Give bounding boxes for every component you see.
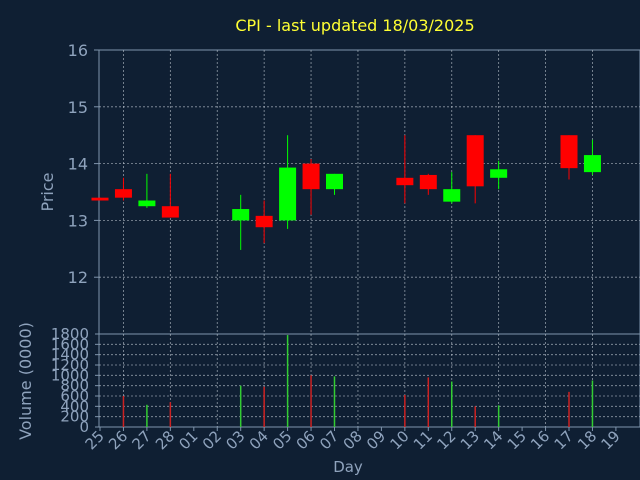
volume-bar: [286, 335, 289, 427]
candle-body: [443, 189, 461, 202]
volume-bar: [333, 376, 336, 427]
price-tick-label: 12: [68, 268, 88, 287]
volume-tick-label: 600: [60, 387, 89, 405]
volume-tick-label: 200: [60, 408, 89, 426]
volume-axis-label: Volume (0000): [16, 322, 35, 440]
volume-tick-label: 800: [60, 377, 89, 395]
volume-bar: [451, 381, 453, 427]
price-tick-label: 16: [68, 41, 88, 60]
candle-body: [279, 167, 297, 221]
price-tick-label: 15: [68, 98, 88, 117]
candle-body: [419, 174, 437, 190]
candle-body: [302, 163, 320, 190]
volume-bar-series: [122, 335, 594, 427]
candlestick-series: [91, 135, 601, 250]
candle-body: [138, 200, 156, 207]
volume-tick-label: 1800: [51, 325, 89, 343]
candle-body: [560, 135, 578, 169]
volume-bar: [568, 391, 570, 427]
volume-bar: [310, 375, 312, 427]
volume-bar: [146, 404, 148, 427]
volume-bar: [263, 386, 265, 427]
price-tick-label: 13: [68, 211, 88, 230]
volume-tick-label: 1000: [51, 366, 89, 384]
x-axis-label: Day: [333, 458, 363, 476]
volume-tick-label: 1600: [51, 335, 89, 353]
candle-body: [490, 169, 508, 178]
volume-bar: [497, 405, 500, 427]
candle-body: [114, 189, 132, 198]
candle-body: [583, 155, 601, 173]
price-axis-ticks: 12 13 14 15 16: [68, 41, 99, 287]
volume-tick-label: 1400: [51, 346, 89, 364]
candle-body: [326, 173, 343, 190]
volume-bar: [404, 394, 406, 427]
candle-body: [466, 135, 484, 187]
volume-bar: [239, 385, 242, 427]
candle-body: [91, 197, 109, 201]
volume-bar: [427, 377, 430, 427]
candle-body: [255, 215, 273, 228]
volume-tick-label: 1200: [51, 356, 89, 374]
price-tick-label: 14: [68, 155, 88, 174]
volume-bar: [474, 406, 476, 427]
price-panel: 12 13 14 15 16 Price: [38, 41, 640, 335]
chart-title: CPI - last updated 18/03/2025: [235, 16, 474, 35]
volume-bar: [591, 380, 594, 427]
candle-body: [161, 206, 179, 218]
candle-body: [232, 209, 250, 221]
volume-plot-frame: [98, 333, 640, 428]
price-axis-label: Price: [38, 172, 57, 211]
volume-tick-label: 400: [60, 397, 89, 415]
x-axis-ticks: 2526272801020304050607080910111213141516…: [82, 427, 624, 453]
volume-tick-label: 0: [79, 418, 89, 436]
volume-bar: [122, 396, 125, 427]
candle-body: [396, 177, 414, 186]
volume-bar: [169, 402, 172, 427]
